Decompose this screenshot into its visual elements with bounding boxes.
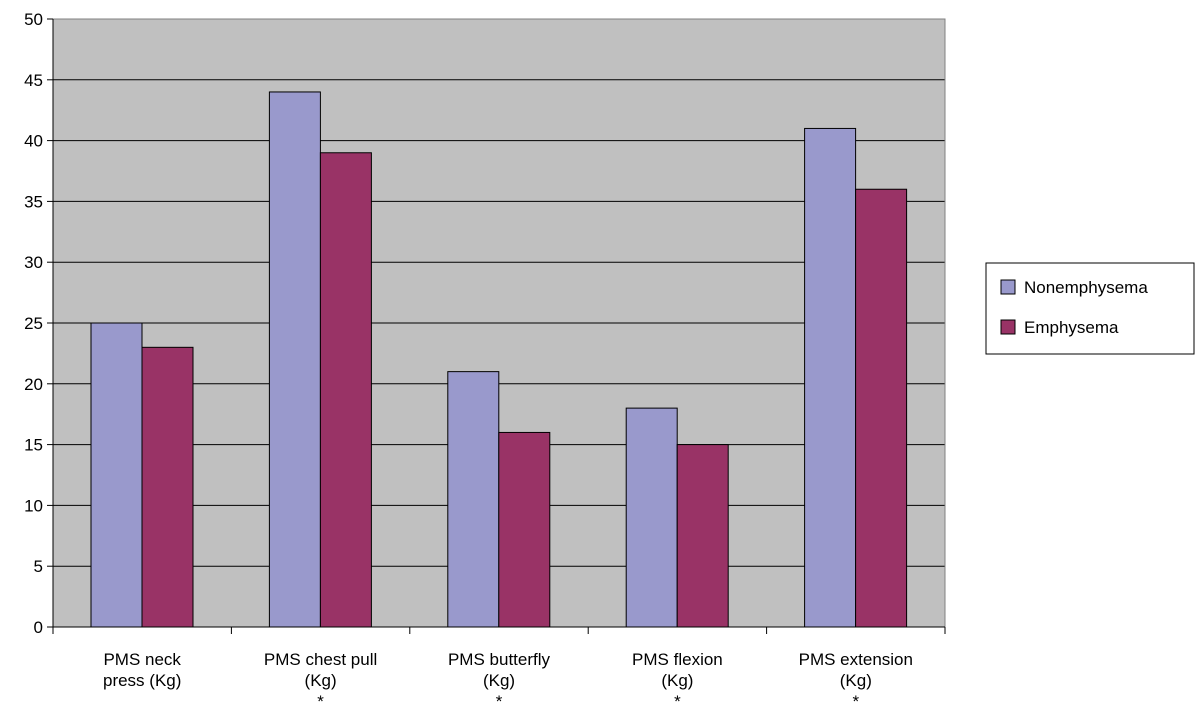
x-category-label: * bbox=[496, 692, 503, 709]
bar-nonemphysema-1 bbox=[268, 91, 321, 628]
y-tick-label: 0 bbox=[34, 618, 43, 637]
x-category-label: * bbox=[852, 692, 859, 709]
bar-nonemphysema-0 bbox=[90, 322, 143, 628]
legend-label-nonemphysema: Nonemphysema bbox=[1024, 278, 1148, 297]
y-tick-label: 15 bbox=[24, 436, 43, 455]
x-category-label: (Kg) bbox=[840, 671, 872, 690]
x-category-label: * bbox=[317, 692, 324, 709]
y-tick-label: 10 bbox=[24, 496, 43, 515]
legend-swatch-emphysema bbox=[1000, 319, 1016, 335]
x-category-label: (Kg) bbox=[305, 671, 337, 690]
bar-nonemphysema-3 bbox=[625, 407, 678, 628]
bars bbox=[90, 91, 908, 628]
bar-emphysema-1 bbox=[319, 152, 372, 628]
y-tick-label: 30 bbox=[24, 253, 43, 272]
bar-emphysema-4 bbox=[855, 188, 908, 628]
bar-emphysema-2 bbox=[498, 431, 551, 628]
x-category-label: PMS flexion bbox=[632, 650, 723, 669]
y-tick-label: 20 bbox=[24, 375, 43, 394]
x-category-label: PMS chest pull bbox=[264, 650, 377, 669]
y-tick-label: 45 bbox=[24, 71, 43, 90]
y-tick-label: 35 bbox=[24, 192, 43, 211]
x-axis-labels: PMS neck press (Kg) PMS chest pull (Kg) * PMS… bbox=[103, 650, 913, 709]
y-tick-label: 5 bbox=[34, 557, 43, 576]
x-category-label: PMS butterfly bbox=[448, 650, 551, 669]
x-category-label: press (Kg) bbox=[103, 671, 181, 690]
bar-emphysema-3 bbox=[676, 444, 729, 628]
x-category-label: PMS extension bbox=[799, 650, 913, 669]
bar-nonemphysema-4 bbox=[804, 127, 857, 628]
bar-nonemphysema-2 bbox=[447, 371, 500, 628]
x-category-label: (Kg) bbox=[483, 671, 515, 690]
x-category-label: PMS neck bbox=[103, 650, 181, 669]
x-category-label: * bbox=[674, 692, 681, 709]
x-category-label: (Kg) bbox=[661, 671, 693, 690]
bar-emphysema-0 bbox=[141, 346, 194, 628]
legend-label-emphysema: Emphysema bbox=[1024, 318, 1119, 337]
y-tick-label: 50 bbox=[24, 10, 43, 29]
y-tick-label: 40 bbox=[24, 132, 43, 151]
y-axis-ticks: 0 5 10 15 20 25 30 35 40 45 50 bbox=[24, 10, 53, 637]
legend-box bbox=[985, 262, 1195, 355]
y-tick-label: 25 bbox=[24, 314, 43, 333]
legend: Nonemphysema Emphysema bbox=[985, 262, 1195, 355]
legend-swatch-nonemphysema bbox=[1000, 279, 1016, 295]
